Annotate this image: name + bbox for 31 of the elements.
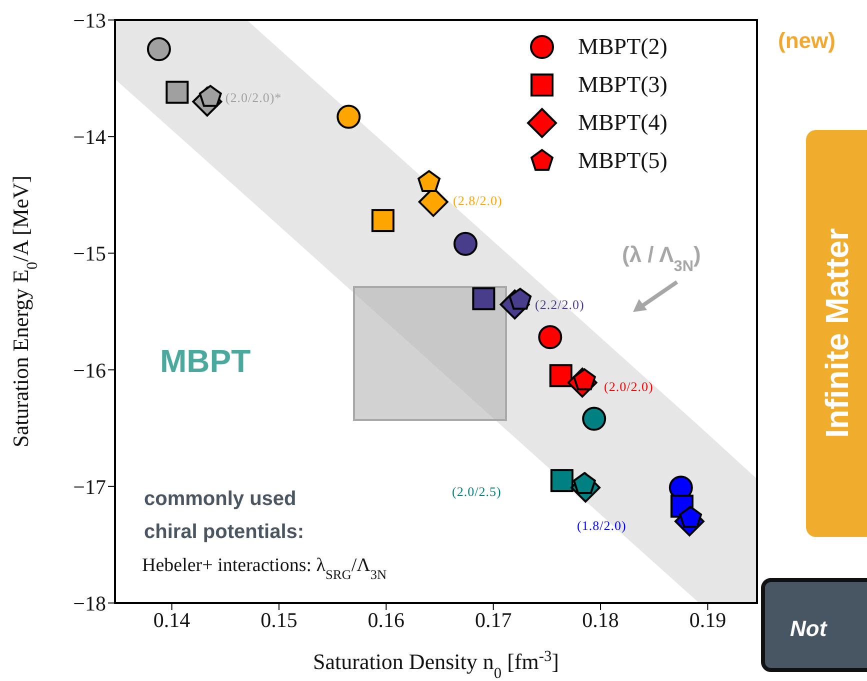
x-tick-label: 0.18 <box>582 608 619 632</box>
annotation: (λ / Λ$_{3N}$) <box>622 242 701 274</box>
annotation: commonly used <box>144 488 296 510</box>
text: (new) <box>778 28 836 53</box>
legend-label: MBPT(4) <box>578 110 668 136</box>
annotation: chiral potentials: <box>144 521 304 543</box>
x-tick-label: 0.16 <box>368 608 405 632</box>
x-tick-label: 0.14 <box>153 608 191 632</box>
legend-label: MBPT(3) <box>578 72 668 98</box>
y-tick-label: −14 <box>73 125 106 150</box>
y-tick-label: −17 <box>73 474 106 499</box>
text: Not <box>790 616 828 641</box>
annotation: Hebeler+ interactions: λ$_{SRG}$/Λ$_{3N}$ <box>142 555 388 582</box>
y-tick-label: −15 <box>73 242 106 266</box>
x-tick-label: 0.17 <box>474 608 512 632</box>
legend-label: MBPT(5) <box>578 148 668 174</box>
annotation: (2.8/2.0) <box>453 193 502 208</box>
y-tick-label: −13 <box>73 8 106 32</box>
annotation: (2.0/2.0) <box>604 379 654 394</box>
annotation: (2.0/2.0)* <box>225 90 282 105</box>
y-tick-label: −18 <box>73 591 106 616</box>
x-axis-title: Saturation Density n$_{0}$ [fm$^{-3}$] <box>313 648 559 681</box>
annotation: MBPT <box>160 343 252 379</box>
y-tick-label: −16 <box>73 358 106 382</box>
annotation: (2.2/2.0) <box>535 297 584 312</box>
text: Infinite Matter <box>819 228 855 438</box>
annotation: (1.8/2.0) <box>577 518 626 533</box>
x-tick-label: 0.15 <box>260 608 298 632</box>
annotation: (2.0/2.5) <box>452 484 502 499</box>
x-tick-label: 0.19 <box>689 608 726 632</box>
legend-label: MBPT(2) <box>578 34 668 60</box>
